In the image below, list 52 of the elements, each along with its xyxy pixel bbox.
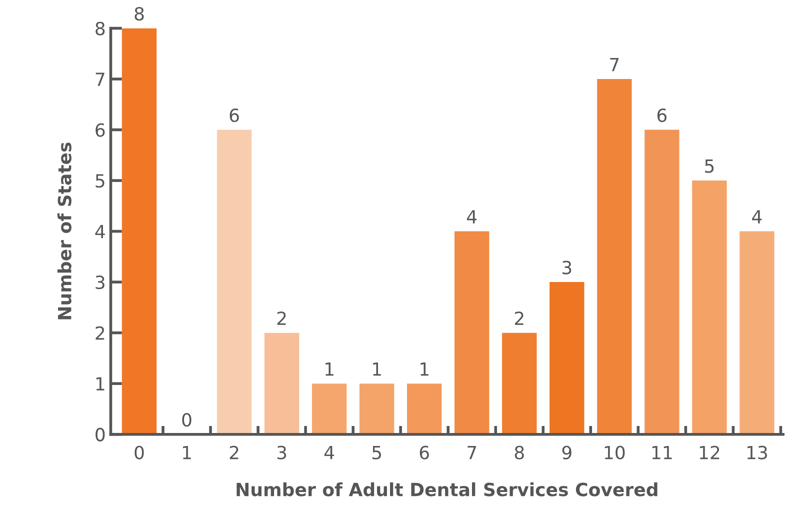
y-tick-label: 4	[95, 224, 105, 238]
x-tick-label: 10	[604, 446, 625, 460]
data-label: 6	[230, 108, 239, 122]
bar	[740, 231, 774, 434]
y-tick-label: 7	[96, 72, 104, 86]
data-label: 0	[182, 413, 192, 427]
data-label: 1	[373, 362, 381, 376]
data-label: 3	[562, 260, 572, 274]
y-tick-label: 0	[96, 428, 105, 442]
x-axis-title: Number of Adult Dental Services Covered	[236, 482, 658, 496]
x-tick-label: 6	[420, 446, 429, 460]
data-label: 1	[326, 362, 334, 376]
data-label: 6	[657, 108, 667, 122]
y-tick-label: 2	[96, 326, 104, 340]
y-tick-label: 6	[96, 123, 105, 137]
data-label: 5	[705, 159, 714, 173]
bar	[454, 231, 490, 434]
data-label: 4	[752, 210, 762, 224]
bar	[216, 130, 252, 434]
bar	[407, 384, 442, 434]
data-label: 2	[277, 311, 286, 325]
bar	[122, 28, 157, 434]
x-tick-label: 2	[230, 446, 238, 460]
data-label: 2	[514, 311, 524, 325]
y-tick-label: 8	[96, 22, 105, 36]
x-tick-label: 1	[183, 446, 191, 460]
x-tick-label: 4	[324, 446, 334, 460]
bar	[312, 384, 347, 434]
bar	[359, 384, 394, 434]
y-tick-label: 5	[96, 174, 104, 188]
x-tick-label: 5	[372, 446, 381, 460]
bar	[264, 332, 300, 434]
x-tick-label: 3	[277, 446, 286, 460]
x-tick-label: 13	[747, 446, 767, 460]
data-label: 7	[610, 58, 619, 72]
y-axis-title: Number of States	[57, 142, 72, 320]
x-tick-label: 8	[514, 446, 524, 460]
data-label: 1	[420, 362, 428, 376]
x-tick-label: 12	[700, 446, 720, 460]
bar	[597, 79, 632, 434]
bar	[692, 180, 727, 434]
y-tick-label: 1	[96, 377, 104, 390]
x-tick-label: 9	[562, 446, 572, 460]
data-label: 8	[134, 6, 144, 21]
y-tick-label: 3	[96, 276, 104, 290]
x-tick-label: 11	[652, 446, 672, 460]
bar	[644, 130, 680, 434]
x-tick-label: 0	[134, 446, 144, 460]
bar	[550, 282, 584, 434]
x-tick-label: 7	[468, 446, 476, 460]
bar	[502, 332, 537, 434]
data-label: 4	[467, 210, 477, 224]
